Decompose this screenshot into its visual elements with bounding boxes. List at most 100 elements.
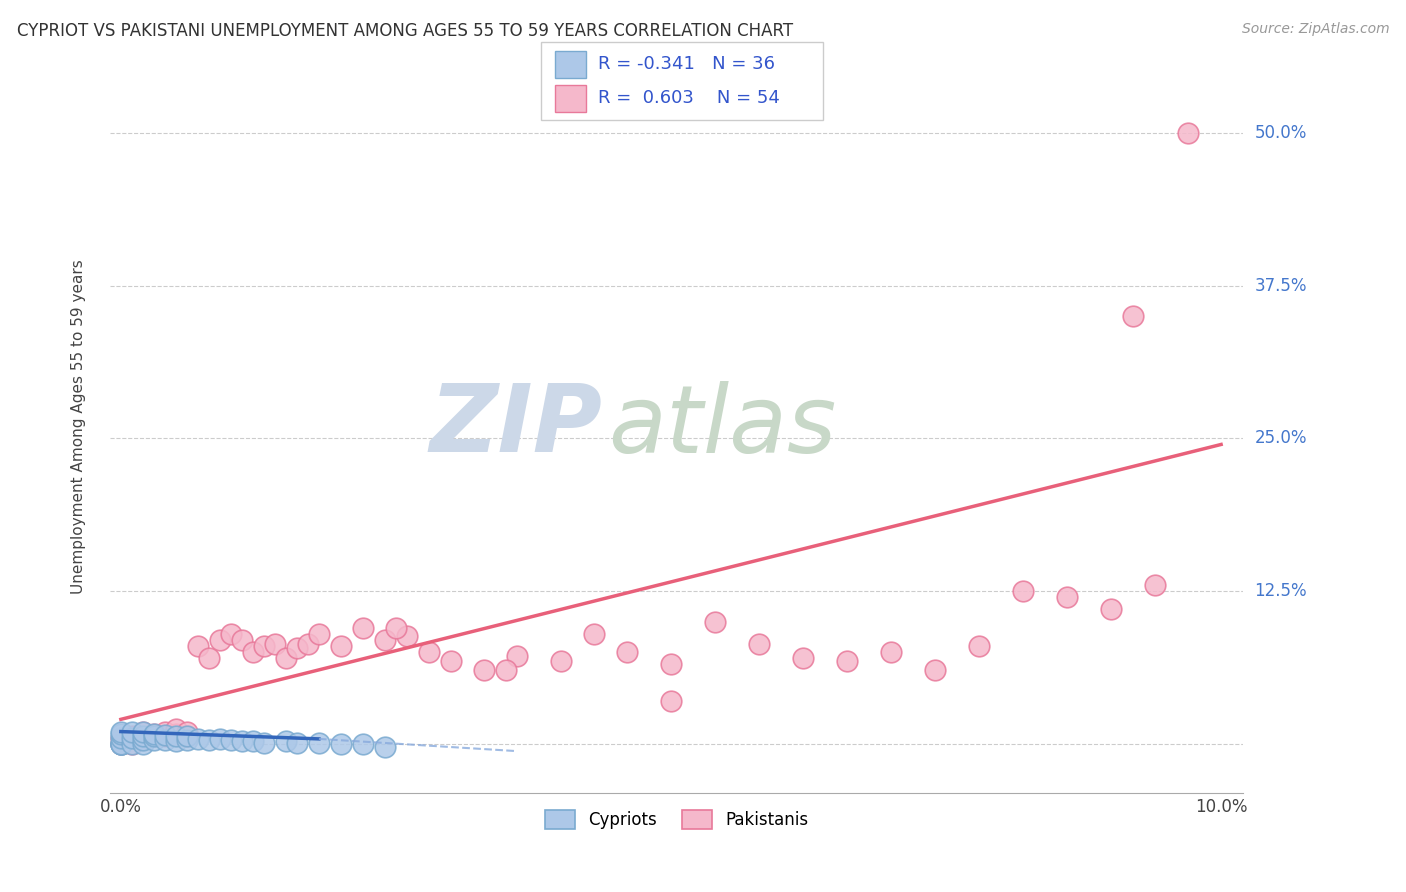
Point [176, 733, 198, 747]
Point [748, 637, 770, 651]
Point [110, 737, 132, 751]
Point [329, 737, 352, 751]
Y-axis label: Unemployment Among Ages 55 to 59 years: Unemployment Among Ages 55 to 59 years [72, 259, 86, 593]
Point [659, 694, 682, 708]
Point [440, 654, 463, 668]
Point [176, 730, 198, 744]
Point [1144, 578, 1167, 592]
Point [187, 639, 209, 653]
Point [165, 727, 187, 741]
Point [153, 733, 176, 747]
Point [176, 730, 198, 744]
Point [792, 651, 814, 665]
Point [110, 737, 132, 751]
Point [506, 648, 529, 663]
Point [153, 730, 176, 744]
Point [142, 733, 165, 747]
Point [242, 645, 264, 659]
Point [231, 734, 253, 748]
Point [110, 731, 132, 745]
Legend: Cypriots, Pakistanis: Cypriots, Pakistanis [538, 803, 815, 836]
Point [165, 734, 187, 748]
Point [582, 627, 605, 641]
Point [352, 621, 374, 635]
Point [165, 722, 187, 736]
Point [121, 724, 143, 739]
Point [110, 731, 132, 745]
Text: R =  0.603    N = 54: R = 0.603 N = 54 [598, 89, 779, 107]
Text: 37.5%: 37.5% [1254, 277, 1308, 294]
Point [110, 737, 132, 751]
Text: ZIP: ZIP [430, 380, 603, 472]
Point [924, 664, 946, 678]
Point [132, 724, 155, 739]
Point [219, 733, 242, 747]
Point [142, 727, 165, 741]
Point [176, 724, 198, 739]
Text: 50.0%: 50.0% [1254, 124, 1306, 142]
Point [132, 730, 155, 744]
Point [308, 627, 330, 641]
Point [208, 632, 231, 647]
Point [208, 731, 231, 746]
Point [395, 629, 418, 643]
Point [285, 641, 308, 656]
Point [1122, 309, 1144, 323]
Point [198, 733, 221, 747]
Point [550, 654, 572, 668]
Point [835, 654, 858, 668]
Point [274, 651, 297, 665]
Text: atlas: atlas [609, 381, 837, 472]
Point [110, 724, 132, 739]
Point [132, 733, 155, 747]
Point [1012, 584, 1035, 599]
Point [1099, 602, 1122, 616]
Point [110, 737, 132, 751]
Point [253, 735, 276, 749]
Point [198, 651, 221, 665]
Point [132, 731, 155, 745]
Point [385, 621, 408, 635]
Text: R = -0.341   N = 36: R = -0.341 N = 36 [598, 55, 775, 73]
Text: CYPRIOT VS PAKISTANI UNEMPLOYMENT AMONG AGES 55 TO 59 YEARS CORRELATION CHART: CYPRIOT VS PAKISTANI UNEMPLOYMENT AMONG … [17, 22, 793, 40]
Point [142, 730, 165, 744]
Point [616, 645, 638, 659]
Point [704, 615, 727, 629]
Point [121, 730, 143, 744]
Point [110, 727, 132, 741]
Point [153, 724, 176, 739]
Point [880, 645, 903, 659]
Point [297, 637, 319, 651]
Point [110, 737, 132, 751]
Point [121, 737, 143, 751]
Point [329, 639, 352, 653]
Point [495, 664, 517, 678]
Point [231, 632, 253, 647]
Point [121, 731, 143, 745]
Text: 12.5%: 12.5% [1254, 582, 1308, 600]
Point [1177, 126, 1199, 140]
Point [165, 730, 187, 744]
Point [472, 664, 495, 678]
Point [121, 737, 143, 751]
Point [264, 637, 287, 651]
Point [142, 730, 165, 744]
Point [132, 737, 155, 751]
Point [219, 627, 242, 641]
Text: Source: ZipAtlas.com: Source: ZipAtlas.com [1241, 22, 1389, 37]
Text: 25.0%: 25.0% [1254, 429, 1308, 448]
Point [132, 724, 155, 739]
Point [142, 727, 165, 741]
Point [967, 639, 990, 653]
Point [659, 657, 682, 672]
Point [308, 735, 330, 749]
Point [1056, 590, 1078, 604]
Point [285, 735, 308, 749]
Point [418, 645, 440, 659]
Point [242, 734, 264, 748]
Point [253, 639, 276, 653]
Point [352, 737, 374, 751]
Point [374, 632, 396, 647]
Point [187, 731, 209, 746]
Point [153, 728, 176, 742]
